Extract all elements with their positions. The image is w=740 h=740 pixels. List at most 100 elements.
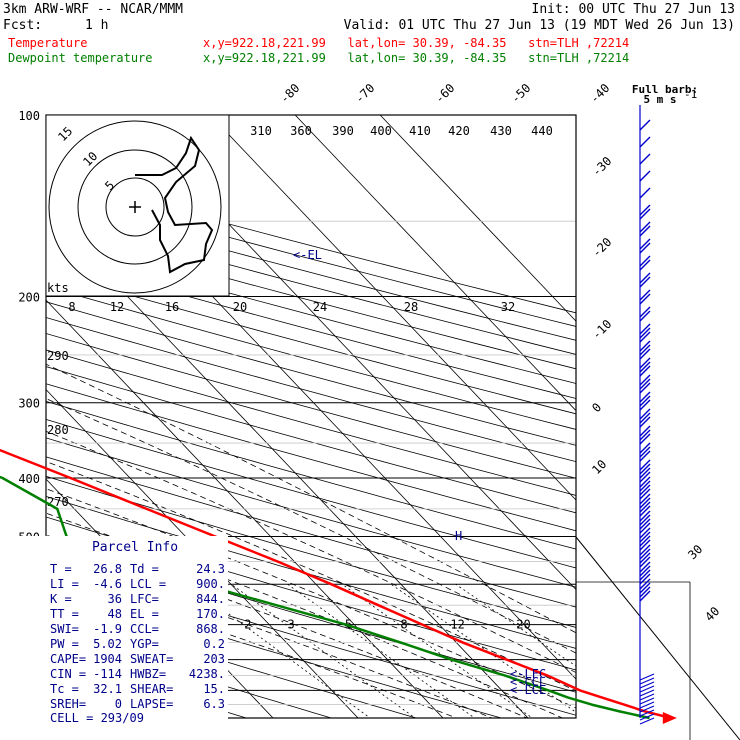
moist-adiabat-line	[46, 488, 576, 709]
dry-adiabat-line	[46, 516, 576, 671]
parcel-param-label: CIN =	[50, 667, 86, 681]
parcel-param-label: LFC=	[130, 592, 159, 606]
parcel-param-value: 15.	[203, 682, 225, 696]
parcel-param-label: K =	[50, 592, 72, 606]
parcel-param-value: 0.2	[203, 637, 225, 651]
moist-adiabat-line	[46, 571, 458, 718]
wind-barb	[639, 344, 651, 356]
parcel-param-value: 1904	[93, 652, 122, 666]
isotherm-label: 30	[685, 542, 705, 562]
level-annotation: <-LCL	[510, 683, 546, 697]
theta-label: 410	[409, 124, 431, 138]
dry-adiabat-line	[46, 227, 576, 370]
legend-temperature-info: x,y=922.18,221.99 lat,lon= 30.39, -84.35…	[203, 36, 629, 50]
parcel-param-label: SREH=	[50, 697, 86, 711]
dry-adiabat-line	[46, 256, 576, 399]
wind-barb	[639, 412, 651, 424]
theta-label: 280	[47, 423, 69, 437]
wind-barb	[639, 306, 651, 318]
wind-barb	[639, 527, 651, 539]
wet-bulb-axis-label: 32	[501, 300, 515, 314]
surface-parcel-marker	[662, 712, 677, 724]
wind-barb	[639, 586, 651, 598]
wind-barb	[639, 488, 651, 500]
mixing-ratio-line	[231, 583, 416, 718]
wind-barb	[639, 204, 651, 216]
dry-adiabat-line	[46, 349, 576, 496]
parcel-param-value: 170.	[196, 607, 225, 621]
wind-barb	[639, 187, 651, 199]
dry-adiabat-line	[46, 437, 576, 588]
wind-barb	[639, 544, 651, 556]
parcel-param-label: LCL =	[130, 577, 166, 591]
parcel-param-value: 48	[108, 607, 122, 621]
dry-adiabat-line	[46, 286, 576, 430]
parcel-param-label: SWI=	[50, 622, 79, 636]
pressure-label: 100	[18, 109, 40, 123]
dry-adiabat-line	[46, 317, 576, 463]
wind-barb	[639, 446, 651, 458]
wind-barb	[639, 153, 651, 165]
wind-barb	[639, 573, 651, 585]
forecast-hour: 1 h	[85, 18, 108, 33]
pressure-label: 400	[18, 472, 40, 486]
parcel-param-label: T =	[50, 562, 72, 576]
wind-barb	[639, 272, 651, 284]
wind-barb	[639, 471, 651, 483]
theta-label: 420	[448, 124, 470, 138]
parcel-param-label: TT =	[50, 607, 79, 621]
parcel-param-value: 6.3	[203, 697, 225, 711]
moist-adiabat-line	[46, 461, 576, 692]
wind-barb	[639, 259, 651, 271]
wind-barb	[639, 701, 655, 709]
parcel-param-label: LI =	[50, 577, 79, 591]
wind-barbs	[639, 105, 655, 725]
parcel-info-rows: T = 26.8 Td = 24.3 LI = -4.6 LCL = 900. K = 36 LFC…	[50, 562, 225, 711]
parcel-param-value: -4.6	[93, 577, 122, 591]
wind-barb	[639, 327, 651, 339]
pressure-label: 300	[18, 397, 40, 411]
wind-barb	[639, 501, 651, 513]
wet-bulb-axis-label: 24	[313, 300, 327, 314]
wind-barb	[639, 518, 651, 530]
level-annotation: H	[455, 529, 462, 543]
parcel-param-value: 203	[203, 652, 225, 666]
wind-barb	[639, 697, 655, 705]
level-annotation: <-EL	[293, 248, 322, 262]
parcel-cell: CELL = 293/09	[50, 711, 144, 725]
wind-barb	[639, 170, 651, 182]
wind-barb	[639, 225, 651, 237]
wind-barb	[639, 582, 651, 594]
hodograph-units-label: kts	[47, 281, 69, 295]
parcel-param-value: 36	[108, 592, 122, 606]
dry-adiabat-line	[46, 582, 503, 718]
wet-bulb-axis-label: 20	[233, 300, 247, 314]
theta-label: 270	[47, 495, 69, 509]
parcel-param-value: 32.1	[93, 682, 122, 696]
parcel-param-value: -114	[93, 667, 122, 681]
wind-barb	[639, 374, 651, 386]
wet-bulb-axis-label: 16	[165, 300, 179, 314]
wind-barb	[639, 450, 651, 462]
forecast-label: Fcst:	[3, 18, 42, 33]
wind-barb	[639, 548, 651, 560]
parcel-param-value: 844.	[196, 592, 225, 606]
mixing-ratio-lines: 2 3 5 8 12 20	[188, 583, 576, 718]
dry-adiabat-line	[46, 475, 576, 628]
wind-barb	[639, 331, 651, 343]
isotherm-label: -60	[432, 81, 457, 106]
wind-barb	[639, 677, 655, 685]
parcel-info-title: Parcel Info	[92, 540, 178, 555]
wind-barb	[639, 493, 651, 505]
wind-barb	[639, 514, 651, 526]
dry-adiabat-line	[46, 333, 576, 479]
wind-barb	[639, 713, 655, 721]
mixing-ratio-line	[455, 583, 576, 667]
wind-barb	[639, 221, 651, 233]
wind-barb	[639, 673, 655, 681]
wind-barb	[639, 531, 651, 543]
theta-label: 360	[290, 124, 312, 138]
wind-barb	[639, 705, 655, 713]
